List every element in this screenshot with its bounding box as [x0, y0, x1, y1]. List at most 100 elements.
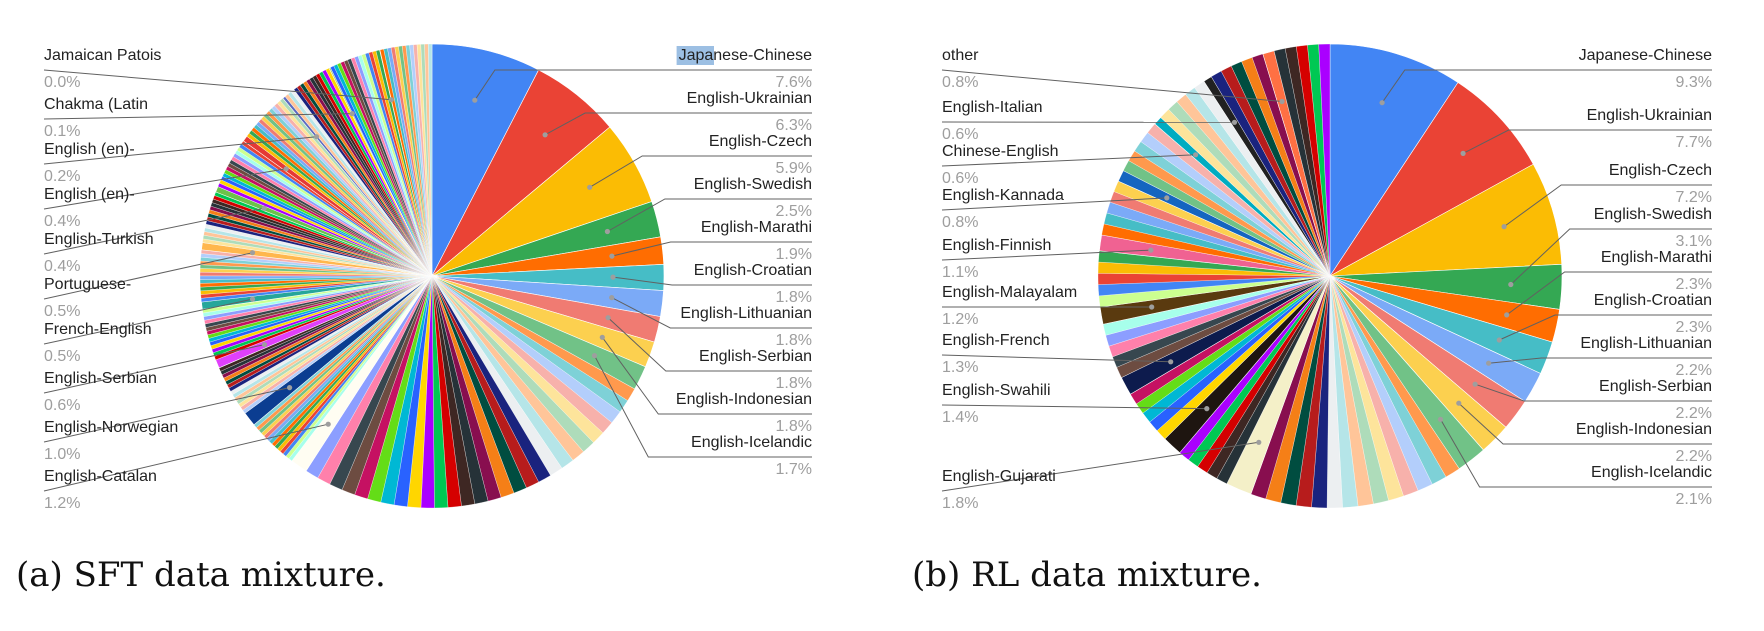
leader-dot: [349, 111, 355, 117]
leader-line: [474, 69, 812, 101]
leader-line: [1510, 228, 1712, 285]
leader-dot: [313, 134, 320, 140]
slice-label: English-French: [942, 332, 1050, 349]
leader-dot: [261, 342, 268, 348]
slice-percent: 1.2%: [44, 495, 80, 512]
leader-dot: [1193, 152, 1199, 158]
pie-slice-minor: [428, 43, 433, 277]
leader-dot: [599, 334, 605, 340]
leader-line: [43, 69, 392, 101]
slice-percent: 1.2%: [942, 311, 978, 328]
caption-sft: (a) SFT data mixture.: [16, 555, 386, 595]
leader-dot: [1437, 416, 1444, 422]
slice-label: English-Serbian: [1599, 378, 1712, 395]
leader-line: [941, 249, 1151, 261]
leader-dot: [472, 97, 478, 103]
leader-dot: [1508, 281, 1514, 288]
leader-line: [941, 441, 1259, 492]
leader-dot: [249, 296, 256, 302]
slice-label: English-Croatian: [694, 262, 812, 279]
slice-percent: 1.1%: [942, 264, 978, 281]
leader-dot: [1460, 150, 1466, 156]
pie-slice-english-czech: [1329, 163, 1563, 277]
leader-dot: [591, 353, 598, 359]
leader-line: [1474, 383, 1712, 402]
leader-dot: [542, 132, 548, 138]
pie-slices: [1097, 43, 1563, 509]
slice-percent: 1.8%: [776, 418, 812, 435]
leader-dot: [1168, 359, 1174, 365]
slice-label: English-Catalan: [44, 468, 157, 485]
slice-percent: 2.2%: [1676, 448, 1712, 465]
slice-percent: 1.3%: [942, 359, 978, 376]
slice-label: English-Icelandic: [1591, 464, 1712, 481]
slice-percent: 7.2%: [1676, 189, 1712, 206]
leader-dot: [1204, 406, 1210, 412]
slice-label: English-Finnish: [942, 237, 1051, 254]
leader-line: [1458, 402, 1712, 445]
slice-label: English-Serbian: [44, 370, 157, 387]
leader-dot: [604, 228, 611, 235]
slice-percent: 2.3%: [1676, 319, 1712, 336]
slice-label: English-Lithuanian: [680, 305, 812, 322]
leader-dot: [1279, 98, 1285, 105]
leader-line: [43, 207, 265, 255]
slice-label: other: [942, 47, 979, 64]
slice-percent: 5.9%: [776, 160, 812, 177]
leader-line: [43, 423, 329, 492]
slice-percent: 0.8%: [942, 74, 978, 91]
leader-line: [607, 317, 812, 372]
leader-dot: [249, 250, 256, 256]
slice-label: Japanese-Chinese: [1579, 47, 1713, 64]
slice-percent: 0.5%: [44, 303, 80, 320]
leader-dot: [605, 315, 611, 321]
leader-dot: [587, 184, 593, 190]
leader-line: [43, 252, 253, 300]
slice-percent: 1.8%: [942, 495, 978, 512]
leader-line: [43, 298, 253, 345]
leader-line: [43, 168, 287, 210]
slice-label: English-Swedish: [1594, 206, 1712, 223]
slice-label: Japanese-Chinese: [679, 47, 813, 64]
leader-line: [1499, 314, 1712, 341]
slice-percent: 6.3%: [776, 117, 812, 134]
slice-label: English-Malayalam: [942, 284, 1077, 301]
slice-label: Jamaican Patois: [44, 47, 161, 64]
pie-slices: [199, 43, 665, 509]
leader-dot: [283, 166, 289, 172]
slice-label: English-Croatian: [1594, 292, 1712, 309]
leader-line: [1381, 69, 1712, 103]
leader-line: [1440, 419, 1712, 488]
leader-line: [941, 69, 1283, 102]
leader-dot: [325, 421, 331, 427]
leader-line: [589, 155, 812, 188]
slice-label: English-Ukrainian: [687, 90, 812, 107]
slice-percent: 0.2%: [44, 168, 80, 185]
slice-percent: 2.5%: [776, 203, 812, 220]
leader-dot: [609, 253, 615, 259]
slice-label: English-Gujarati: [942, 468, 1056, 485]
leader-dot: [261, 205, 267, 211]
leader-dot: [1496, 337, 1502, 343]
slice-label: English (en)-: [44, 186, 135, 203]
slice-label: English-Marathi: [1601, 249, 1712, 266]
text-selection-highlight: [676, 46, 714, 65]
slice-label: English-Indonesian: [1576, 421, 1712, 438]
slice-label: English-Marathi: [701, 219, 812, 236]
leader-line: [594, 355, 812, 458]
slice-label: English-Icelandic: [691, 434, 812, 451]
leader-line: [43, 387, 290, 443]
leader-dot: [1164, 195, 1170, 201]
slice-percent: 2.2%: [1676, 362, 1712, 379]
slice-label: Portuguese-: [44, 276, 131, 293]
slice-percent: 1.8%: [776, 332, 812, 349]
leader-line: [1462, 129, 1712, 154]
slice-percent: 0.4%: [44, 258, 80, 275]
leader-dot: [1501, 224, 1507, 230]
leader-dot: [1148, 247, 1154, 253]
leader-line: [1503, 184, 1712, 228]
leader-dot: [1486, 360, 1492, 366]
leader-line: [612, 276, 812, 286]
leader-line: [1506, 271, 1712, 316]
slice-percent: 0.4%: [44, 213, 80, 230]
